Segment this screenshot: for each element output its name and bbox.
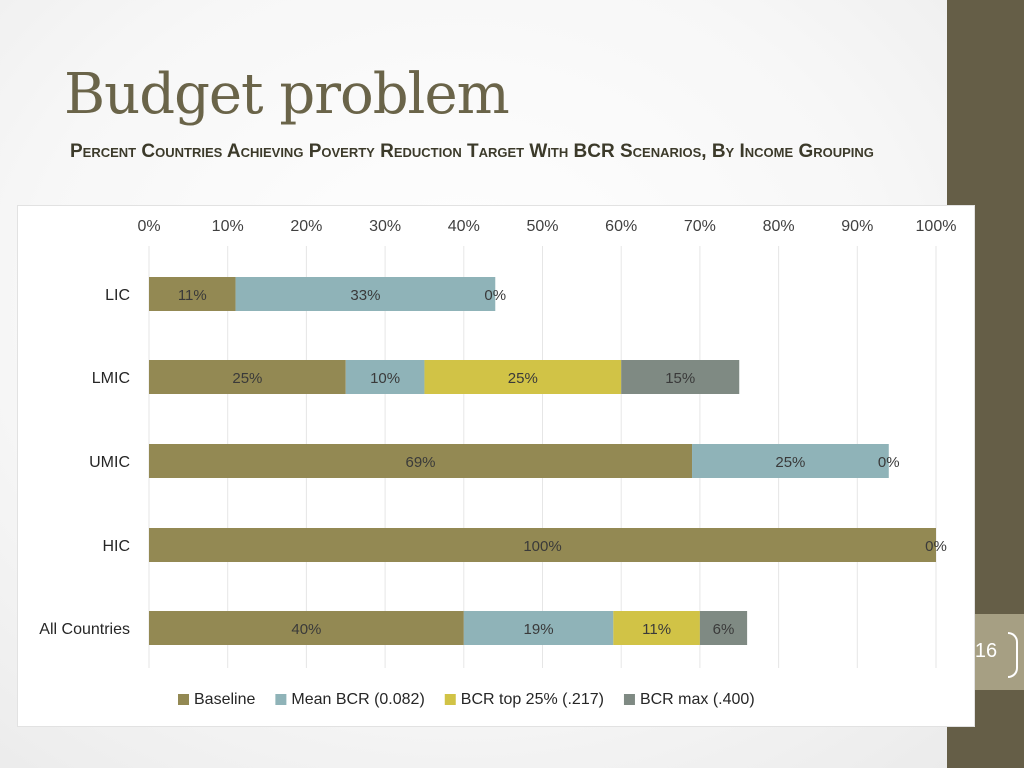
bar-segment xyxy=(621,360,740,394)
x-tick-label: 20% xyxy=(290,218,322,235)
x-tick-label: 80% xyxy=(763,218,795,235)
data-label: 0% xyxy=(484,287,506,304)
x-tick-label: 60% xyxy=(605,218,637,235)
bar-segment xyxy=(699,611,748,645)
category-label: UMIC xyxy=(89,454,130,471)
category-label: LIC xyxy=(105,287,130,304)
bar-segment xyxy=(463,611,614,645)
x-tick-label: 10% xyxy=(212,218,244,235)
bar-segment xyxy=(149,277,236,311)
legend-label: Mean BCR (0.082) xyxy=(291,691,424,708)
data-label: 25% xyxy=(508,370,538,387)
data-label: 11% xyxy=(178,287,207,304)
bar-segment xyxy=(149,528,936,562)
data-label: 33% xyxy=(350,287,380,304)
bar-segment xyxy=(692,444,889,478)
slide-title: Budget problem xyxy=(64,62,510,127)
data-label: 0% xyxy=(878,454,900,471)
x-tick-label: 70% xyxy=(684,218,716,235)
legend-swatch xyxy=(275,694,287,705)
slide-number-box xyxy=(972,614,1024,690)
data-label: 19% xyxy=(524,621,554,638)
data-label: 40% xyxy=(291,621,321,638)
data-label: 69% xyxy=(405,454,435,471)
legend-label: BCR top 25% (.217) xyxy=(461,691,604,708)
data-label: 6% xyxy=(713,621,735,638)
data-label: 100% xyxy=(523,538,561,555)
bar-segment xyxy=(345,360,425,394)
bar-segment xyxy=(235,277,496,311)
x-tick-label: 50% xyxy=(526,218,558,235)
data-label: 25% xyxy=(775,454,805,471)
category-label: All Countries xyxy=(39,621,130,638)
x-tick-label: 0% xyxy=(137,218,160,235)
data-label: 11% xyxy=(642,621,671,638)
category-label: LMIC xyxy=(92,370,130,387)
category-label: HIC xyxy=(102,538,130,555)
data-label: 15% xyxy=(665,370,695,387)
data-label: 0% xyxy=(925,538,947,555)
legend-swatch xyxy=(178,694,189,705)
x-tick-label: 30% xyxy=(369,218,401,235)
bar-segment xyxy=(149,360,346,394)
data-label: 25% xyxy=(232,370,262,387)
bar-segment xyxy=(149,611,464,645)
stacked-bar-chart: 0% 10% 20% 30% 40% 50% 60% 70% 80% 90% 100% LIC LMIC… xyxy=(39,218,957,708)
bar-segment xyxy=(149,444,693,478)
legend-swatch xyxy=(444,694,456,705)
legend-label: BCR max (.400) xyxy=(640,691,755,708)
data-label: 10% xyxy=(370,370,400,387)
chart-subtitle: Percent Countries Achieving Poverty Redu… xyxy=(70,141,874,162)
x-tick-label: 40% xyxy=(448,218,480,235)
x-tick-label: 100% xyxy=(916,218,957,235)
slide-number-bracket xyxy=(1008,632,1018,678)
bar-segment xyxy=(424,360,622,394)
legend-swatch xyxy=(623,694,635,705)
chart-panel: 0% 10% 20% 30% 40% 50% 60% 70% 80% 90% 100% LIC LMIC… xyxy=(17,205,975,727)
slide-number: 16 xyxy=(974,640,998,662)
x-tick-label: 90% xyxy=(841,218,873,235)
legend-label: Baseline xyxy=(194,691,255,708)
bar-segment xyxy=(613,611,700,645)
